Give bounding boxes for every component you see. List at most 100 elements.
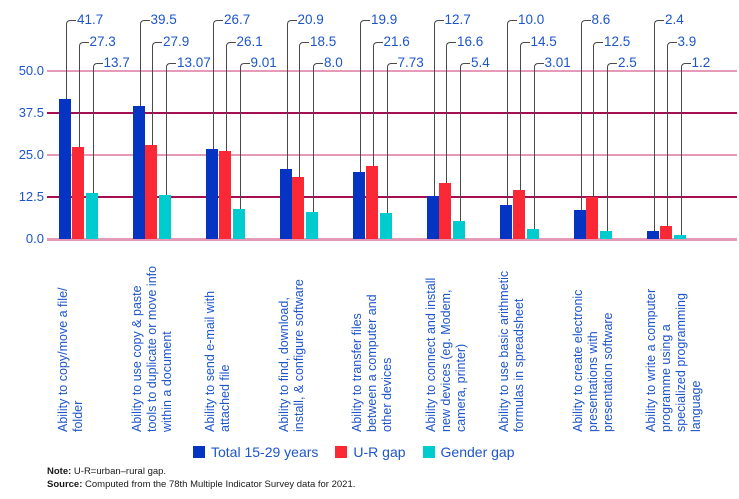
x-axis-category-label: Ability to use basic arithmetic formulas … [497, 270, 526, 432]
bar-total-15-29-years-group-9 [647, 230, 659, 239]
data-label: 14.5 [530, 34, 557, 49]
data-label: 12.5 [604, 34, 631, 49]
legend-item: U-R gap [335, 444, 406, 460]
data-label: 10.0 [518, 12, 545, 27]
data-label: 16.6 [457, 34, 484, 49]
bar-total-15-29-years-group-4 [279, 168, 292, 239]
data-label-leader-line [286, 20, 297, 172]
data-label: 8.6 [591, 12, 611, 27]
data-label: 39.5 [150, 12, 177, 27]
data-label: 9.01 [250, 55, 277, 70]
data-label-leader-line [78, 42, 89, 151]
data-label: 13.07 [177, 55, 211, 70]
data-label-leader-line [593, 42, 603, 200]
bar-total-15-29-years-group-7 [500, 205, 512, 239]
data-label: 12.7 [444, 12, 471, 27]
data-label-leader-line [139, 20, 150, 110]
note-line: Note: U-R=urban–rural gap. [47, 465, 355, 478]
bar-gender-gap-group-5 [379, 213, 392, 239]
x-axis-category-label: Ability to transfer files between a compu… [350, 294, 394, 432]
legend-item: Total 15-29 years [193, 444, 318, 460]
bar-gender-gap-group-7 [526, 228, 539, 239]
x-axis-category-label: Ability to send e-mail with attached file [203, 290, 232, 432]
data-label-leader-line [225, 42, 236, 155]
data-label-leader-line [607, 63, 617, 234]
bar-u-r-gap-group-6 [439, 183, 451, 239]
data-label-leader-line [580, 20, 591, 214]
data-label-leader-line [239, 63, 250, 212]
legend-label: Total 15-29 years [211, 444, 319, 460]
data-label: 18.5 [310, 34, 337, 49]
data-label: 26.1 [236, 34, 263, 49]
bar-u-r-gap-group-3 [218, 151, 231, 239]
legend-swatch-icon [422, 446, 435, 458]
data-label-leader-line [654, 20, 664, 234]
gridline [47, 196, 737, 198]
y-axis-tick-label: 12.5 [18, 189, 44, 204]
bar-u-r-gap-group-1 [71, 147, 84, 239]
bar-gender-gap-group-9 [673, 234, 686, 239]
bar-total-15-29-years-group-3 [206, 149, 218, 239]
bar-total-15-29-years-group-2 [132, 106, 145, 239]
data-label: 3.01 [544, 55, 571, 70]
data-label: 7.73 [397, 55, 424, 70]
data-label: 21.6 [383, 34, 410, 49]
data-label-leader-line [66, 20, 76, 102]
data-label-leader-line [92, 63, 103, 196]
data-label-leader-line [519, 42, 530, 194]
legend-swatch-icon [193, 446, 205, 458]
bar-total-15-29-years-group-1 [59, 98, 71, 239]
gridline [47, 154, 737, 156]
legend-label: Gender gap [440, 444, 515, 460]
data-label: 8.0 [324, 55, 343, 70]
data-label: 27.3 [89, 34, 116, 49]
bar-u-r-gap-group-4 [292, 176, 304, 239]
legend-item: Gender gap [422, 444, 515, 460]
bar-gender-gap-group-4 [306, 212, 318, 239]
data-label-leader-line [372, 42, 383, 170]
bar-total-15-29-years-group-5 [353, 172, 365, 239]
bar-u-r-gap-group-9 [659, 225, 672, 239]
bar-u-r-gap-group-5 [365, 166, 378, 239]
y-axis-tick-label: 0.0 [25, 231, 44, 246]
data-label: 41.7 [77, 12, 104, 27]
data-label: 5.4 [471, 55, 490, 70]
data-label: 2.4 [665, 12, 684, 27]
data-label: 3.9 [677, 34, 697, 49]
y-axis-tick-label: 37.5 [18, 105, 44, 120]
source-label: Source: [47, 479, 83, 490]
bar-gender-gap-group-1 [85, 192, 98, 239]
data-label-leader-line [666, 42, 677, 229]
data-label: 1.2 [691, 55, 711, 70]
data-label-leader-line [386, 63, 397, 217]
data-label-leader-line [213, 20, 223, 153]
note-text: U-R=urban–rural gap. [71, 466, 167, 477]
data-label: 27.9 [163, 34, 190, 49]
bar-gender-gap-group-3 [232, 208, 245, 239]
source-line: Source: Computed from the 78th Multiple … [47, 478, 355, 491]
x-axis-category-label: Ability to connect and install new device… [423, 277, 468, 432]
bar-gender-gap-group-2 [159, 195, 171, 239]
bar-u-r-gap-group-7 [512, 190, 525, 239]
x-axis-category-label: Ability to use copy & paste tools to dupl… [129, 265, 174, 432]
data-label-leader-line [433, 20, 444, 200]
legend-label: U-R gap [353, 444, 406, 460]
gridline [47, 70, 737, 72]
y-axis-tick-label: 50.0 [18, 63, 44, 78]
x-axis-category-label: Ability to create electronic presentation… [570, 289, 615, 432]
x-axis-category-label: Ability to write a computer programme usi… [644, 288, 703, 432]
bar-gender-gap-group-6 [453, 220, 465, 239]
bar-gender-gap-group-8 [600, 230, 612, 239]
data-label-leader-line [152, 42, 162, 149]
data-label-leader-line [680, 63, 691, 238]
source-text: Computed from the 78th Multiple Indicato… [82, 479, 356, 490]
note-label: Note: [47, 466, 72, 477]
x-axis-category-label: Ability to find, download, install, & con… [276, 279, 306, 432]
data-label-leader-line [313, 63, 323, 216]
data-label-leader-line [446, 42, 456, 187]
gridline [47, 238, 737, 241]
chart-legend: Total 15-29 years U-R gap Gender gap [193, 444, 515, 460]
x-axis-category-label: Ability to copy/move a file/folder [56, 287, 85, 432]
data-label-leader-line [299, 42, 309, 180]
